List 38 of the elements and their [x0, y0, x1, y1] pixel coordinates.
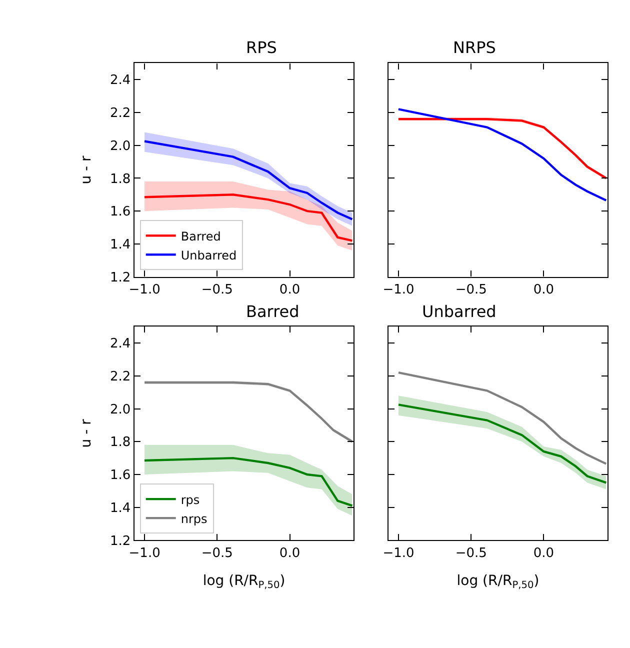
y-tick-label: 1.6 [110, 204, 131, 220]
y-axis-title: u - r [78, 155, 95, 184]
x-tick-label: −1.0 [128, 546, 160, 561]
x-axis-title: log (R/R$_{P,50}$) [202, 573, 286, 592]
x-tick-label: −1.0 [128, 282, 160, 298]
y-tick-label: 1.2 [110, 270, 131, 286]
y-tick-label: 1.2 [110, 534, 131, 549]
x-tick-label: −0.5 [201, 282, 233, 298]
y-tick-label: 2.2 [110, 369, 131, 384]
legend-label: Barred [180, 229, 221, 244]
x-tick-label: −0.5 [201, 546, 233, 561]
x-tick-label: 0.0 [533, 282, 554, 298]
y-tick-label: 2.0 [110, 402, 131, 418]
x-tick-label: −0.5 [455, 282, 487, 298]
y-axis-title: u - r [78, 418, 95, 448]
y-tick-label: 1.4 [110, 500, 131, 516]
x-tick-label: −1.0 [382, 282, 414, 298]
x-tick-label: −1.0 [382, 546, 414, 561]
y-tick-label: 2.4 [110, 73, 131, 88]
chart-title: Unbarred [422, 302, 496, 321]
chart-title: NRPS [453, 38, 496, 57]
x-tick-label: 0.0 [279, 282, 300, 298]
chart-title: RPS [246, 38, 277, 57]
x-tick-label: −0.5 [455, 546, 487, 561]
legend-label: rps [180, 492, 200, 507]
y-tick-label: 1.8 [110, 435, 131, 450]
chart-title: Barred [246, 302, 300, 321]
y-tick-label: 2.4 [110, 336, 131, 352]
legend-label: Unbarred [180, 248, 237, 262]
x-tick-label: 0.0 [279, 546, 300, 561]
y-tick-label: 2.2 [110, 106, 131, 122]
x-axis-title: log (R/R$_{P,50}$) [456, 573, 540, 592]
y-tick-label: 1.8 [110, 172, 131, 187]
y-tick-label: 1.4 [110, 238, 131, 253]
x-tick-label: 0.0 [533, 546, 554, 561]
legend-label: nrps [180, 512, 208, 526]
y-tick-label: 2.0 [110, 138, 131, 154]
y-tick-label: 1.6 [110, 468, 131, 484]
